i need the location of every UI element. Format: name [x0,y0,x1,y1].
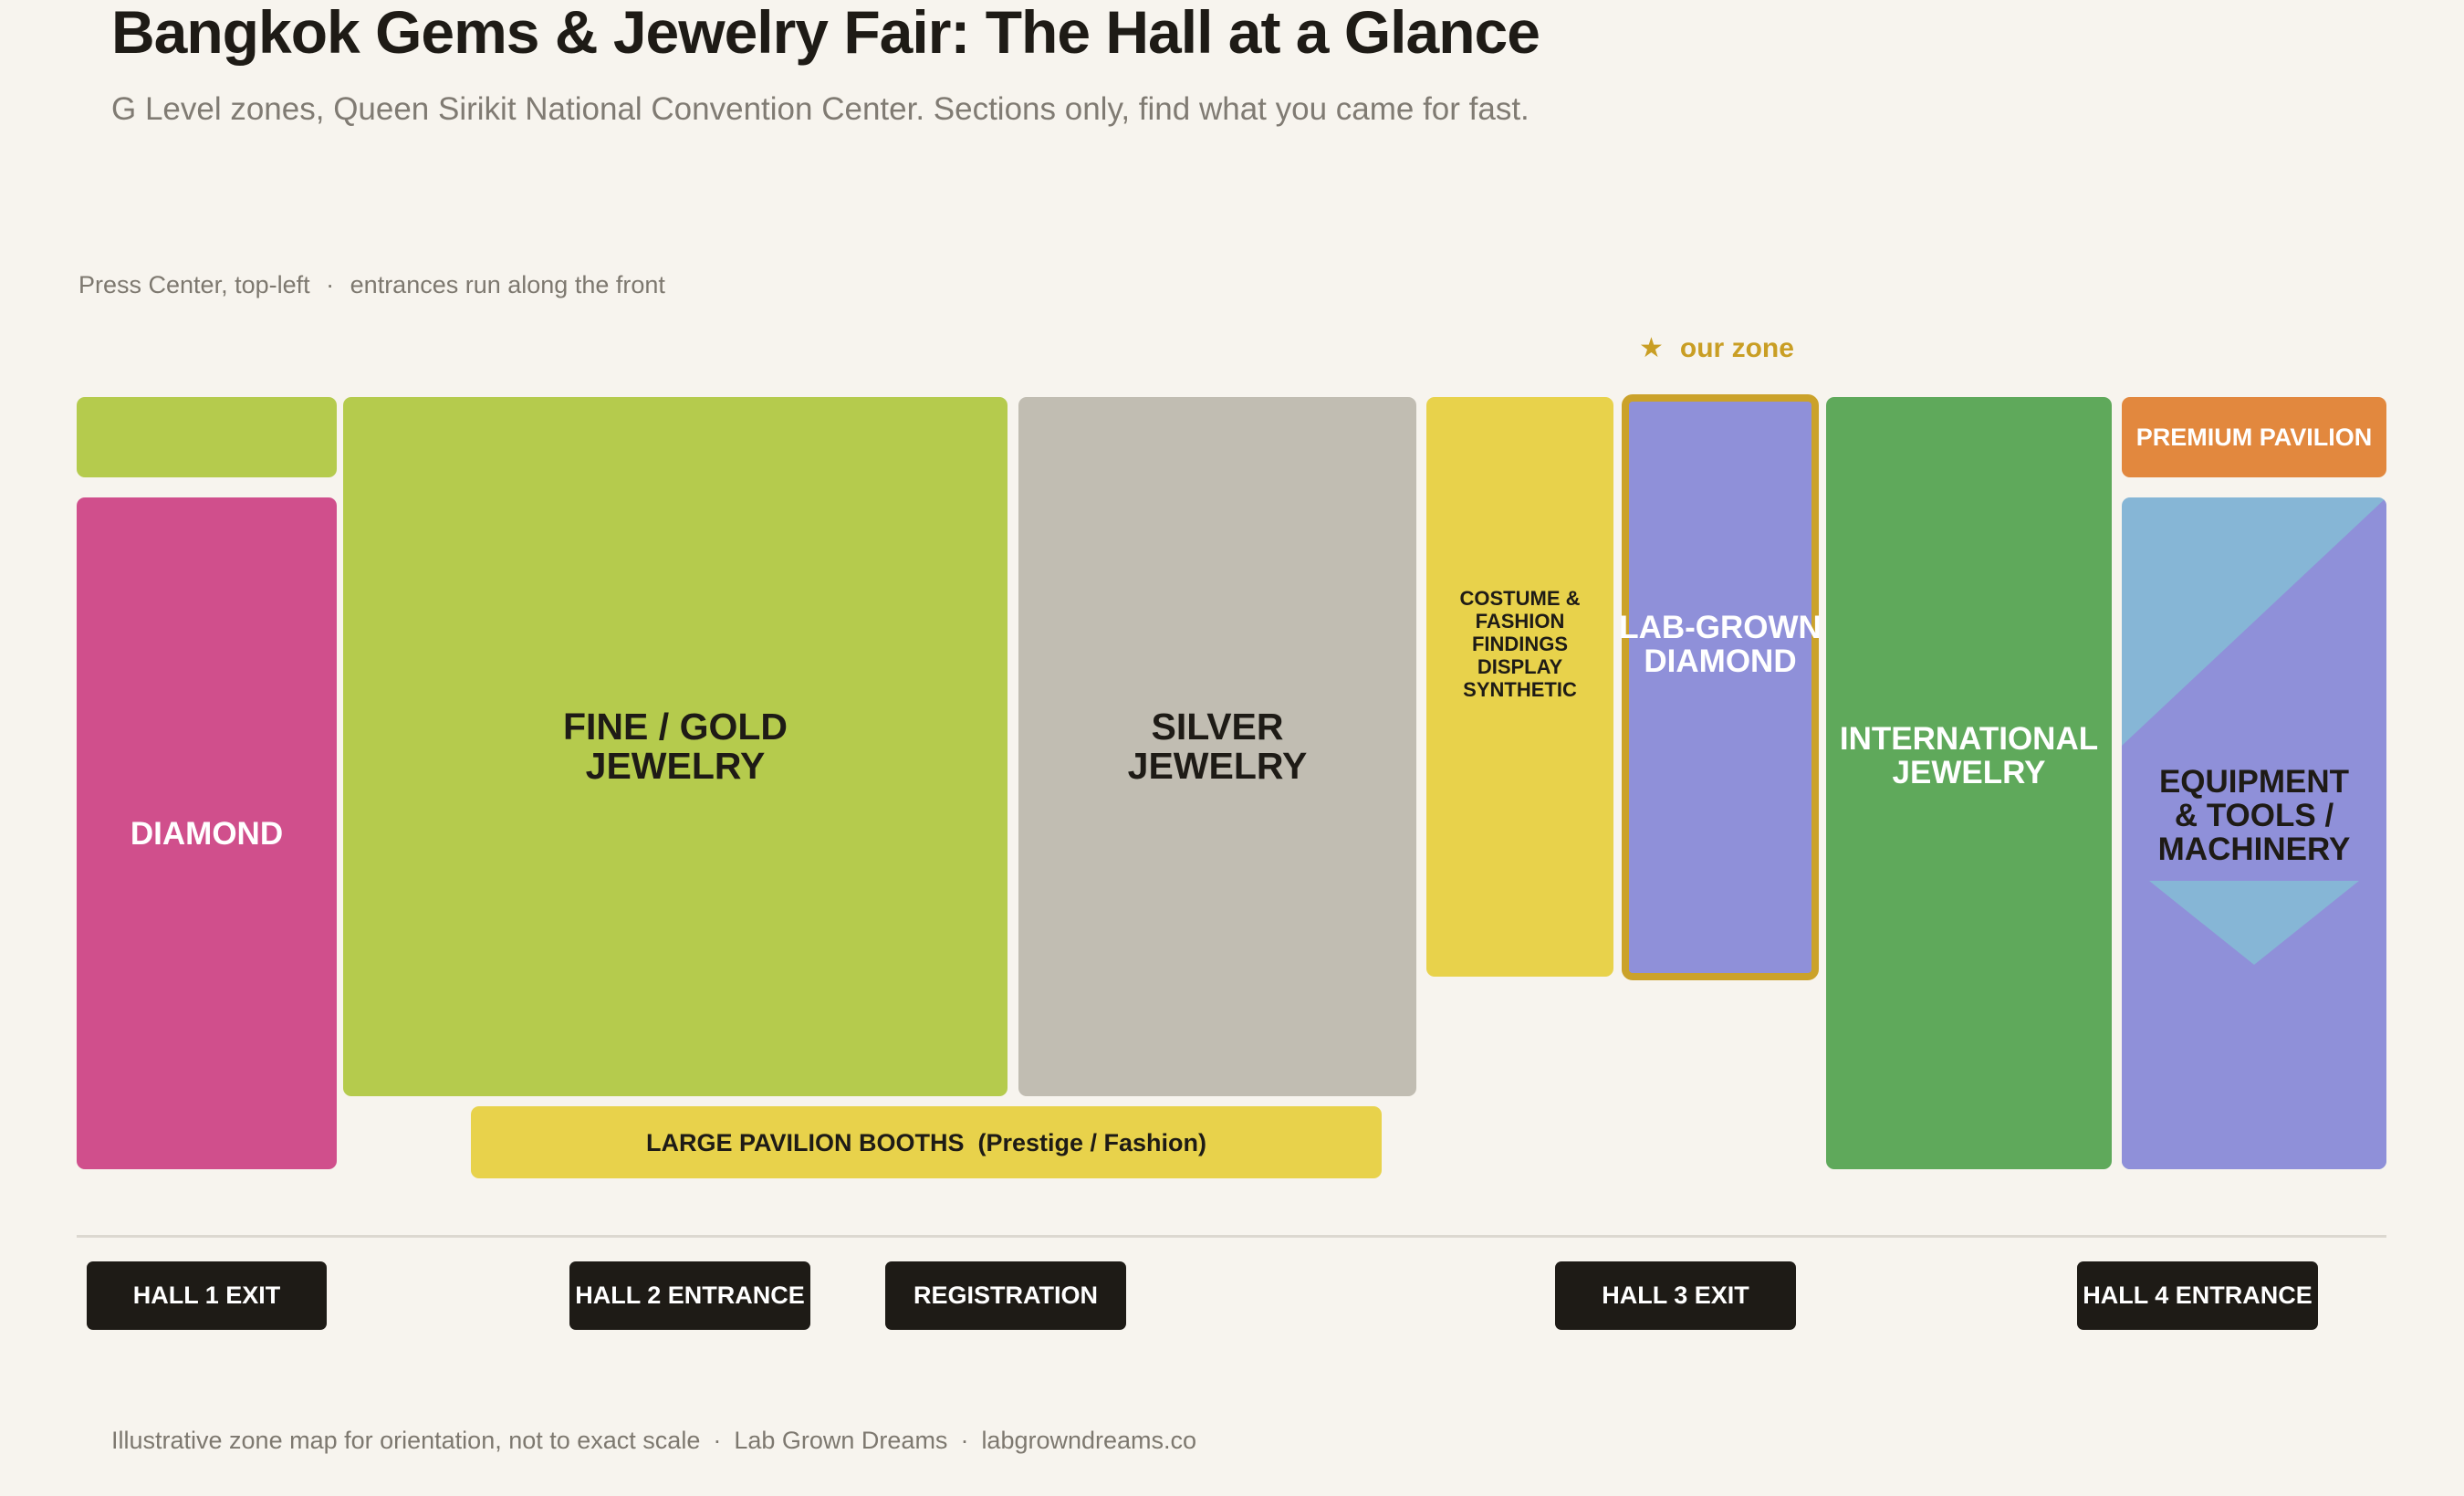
our-zone-label: our zone [1679,333,1794,363]
door-hall-3-exit[interactable]: HALL 3 EXIT [1555,1261,1796,1330]
zone-equipment-tools-machinery[interactable]: EQUIPMENT & TOOLS / MACHINERY [2122,497,2386,1169]
footer-site-link[interactable]: labgrowndreams.co [981,1427,1197,1454]
door-hall-4-entrance[interactable]: HALL 4 ENTRANCE [2077,1261,2318,1330]
orientation-press: Press Center, top-left [78,271,310,298]
orientation-separator: · [326,271,335,298]
page-title: Bangkok Gems & Jewelry Fair: The Hall at… [111,0,1540,66]
door-hall-1-exit[interactable]: HALL 1 EXIT [87,1261,327,1330]
footer: Illustrative zone map for orientation, n… [111,1427,1196,1455]
equipment-pattern-overlay [2122,497,2386,1169]
zone-equipment-line3: MACHINERY [2157,831,2351,867]
zone-silver-jewelry[interactable]: SILVER JEWELRY [1018,397,1416,1096]
zone-silver-line2: JEWELRY [1127,745,1308,787]
zone-large-pavilion-booths[interactable]: LARGE PAVILION BOOTHS (Prestige / Fashio… [471,1106,1382,1178]
door-registration[interactable]: REGISTRATION [885,1261,1126,1330]
door-hall-2-entrance[interactable]: HALL 2 ENTRANCE [569,1261,810,1330]
zone-fine-gold-line1: FINE / GOLD [563,706,788,748]
zone-international-line2: JEWELRY [1892,755,2046,790]
footer-separator-1: · [713,1427,722,1454]
zone-equipment-line2: & TOOLS / [2174,797,2334,833]
zone-lab-grown-diamond[interactable]: LAB-GROWN DIAMOND [1619,394,1822,980]
zone-costume-line5: SYNTHETIC [1463,677,1577,701]
zone-fine-gold-jewelry[interactable]: FINE / GOLD JEWELRY [343,397,1008,1096]
zone-costume-line1: COSTUME & [1459,586,1581,610]
zone-diamond-label: DIAMOND [130,815,284,852]
zone-premium-label: PREMIUM PAVILION [2135,424,2373,451]
zone-lab-grown-line2: DIAMOND [1644,643,1797,679]
zone-fine-gold-line2: JEWELRY [585,745,766,787]
zone-costume-fashion[interactable]: COSTUME & FASHION FINDINGS DISPLAY SYNTH… [1426,397,1613,977]
zone-costume-line2: FASHION [1475,609,1565,633]
zone-silver-label: SILVER JEWELRY [1128,707,1308,786]
zone-international-line1: INTERNATIONAL [1839,721,2099,757]
zone-costume-label: COSTUME & FASHION FINDINGS DISPLAY SYNTH… [1460,587,1581,701]
our-zone-marker: ★ our zone [1639,332,1794,364]
zone-costume-line4: DISPLAY [1477,654,1563,678]
zone-lab-grown-line1: LAB-GROWN [1619,609,1822,645]
front-line-divider [77,1235,2386,1238]
star-icon: ★ [1639,333,1664,363]
zone-international-jewelry[interactable]: INTERNATIONAL JEWELRY [1826,397,2112,1169]
footer-note: Illustrative zone map for orientation, n… [111,1427,701,1454]
equipment-pattern-shape [2122,497,2386,1169]
zone-large-pavilion-label: LARGE PAVILION BOOTHS (Prestige / Fashio… [645,1128,1207,1156]
zone-international-label: INTERNATIONAL JEWELRY [1840,722,2098,790]
footer-separator-2: · [960,1427,969,1454]
zone-silver-line1: SILVER [1151,706,1284,748]
equipment-arrow-shape [2149,881,2359,965]
page-subtitle: G Level zones, Queen Sirikit National Co… [111,91,1530,127]
zone-press-center[interactable] [77,397,337,477]
zone-equipment-label: EQUIPMENT & TOOLS / MACHINERY [2158,765,2351,866]
footer-brand: Lab Grown Dreams [734,1427,948,1454]
orientation-entrances: entrances run along the front [350,271,665,298]
zone-costume-line3: FINDINGS [1471,632,1569,655]
orientation-note: Press Center, top-left · entrances run a… [78,271,665,299]
zone-fine-gold-label: FINE / GOLD JEWELRY [563,707,788,786]
zone-lab-grown-label: LAB-GROWN DIAMOND [1619,611,1822,678]
zone-diamond[interactable]: DIAMOND [77,497,337,1169]
zone-equipment-line1: EQUIPMENT [2158,763,2350,800]
zone-premium-pavilion[interactable]: PREMIUM PAVILION [2122,397,2386,477]
